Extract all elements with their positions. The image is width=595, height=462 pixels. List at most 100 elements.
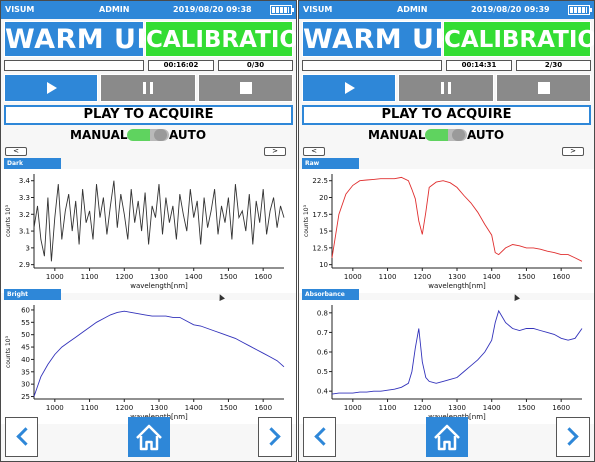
stop-icon (537, 82, 550, 94)
x-tick-label: 1100 (379, 404, 397, 412)
y-tick-label: 3.1 (19, 228, 30, 236)
status-bar: VISUM ADMIN 2019/08/20 09:39 (299, 1, 594, 19)
y-tick-label: 15 (319, 228, 328, 236)
home-button[interactable] (128, 417, 170, 457)
spectrum-series-line (33, 310, 285, 397)
play-icon (345, 82, 355, 94)
y-tick-label: 20 (319, 194, 328, 202)
stop-button[interactable] (198, 74, 293, 102)
stop-icon (239, 82, 252, 94)
forward-button[interactable] (258, 417, 292, 457)
toggle-knob (452, 129, 465, 141)
chart-next-button[interactable]: > (264, 147, 286, 156)
phase-calibration-button[interactable]: CALIBRATION (443, 21, 594, 57)
pause-button[interactable] (398, 74, 494, 102)
x-tick-label: 1600 (254, 273, 272, 281)
user-name: ADMIN (99, 5, 130, 14)
x-tick-label: 1000 (344, 404, 362, 412)
mode-manual-label: MANUAL (368, 128, 426, 142)
phase-warm-up-button[interactable]: WARM UP (302, 21, 454, 57)
y-tick-label: 45 (21, 344, 30, 352)
y-tick-label: 0.7 (317, 329, 328, 337)
pause-icon (143, 82, 153, 94)
y-tick-label: 10 (319, 261, 328, 269)
x-tick-label: 1000 (46, 273, 64, 281)
home-roof (136, 424, 162, 439)
chart-prev-button[interactable]: < (303, 147, 325, 156)
x-tick-label: 1200 (413, 273, 431, 281)
chart-tab-label[interactable]: Dark (4, 158, 61, 169)
mode-manual-label: MANUAL (70, 128, 128, 142)
chart-next-button[interactable]: > (562, 147, 584, 156)
acquisition-counter: 0/30 (218, 60, 293, 71)
x-tick-label: 1000 (46, 404, 64, 412)
bottom-spectrum-chart: 1000 1100 1200 1300 1400 1500 1600 60 55 50 45 40 35… (1, 300, 296, 424)
progress-field (4, 60, 144, 71)
spectrum-series-line (331, 176, 583, 262)
spectrum-series-line (331, 309, 583, 395)
timer-display: 00:16:02 (148, 60, 214, 71)
x-tick-label: 1500 (220, 273, 238, 281)
x-tick-label: 1000 (344, 273, 362, 281)
datetime: 2019/08/20 09:39 (471, 5, 550, 14)
y-tick-label: 25 (21, 393, 30, 401)
progress-field (302, 60, 442, 71)
phase-warm-up-button[interactable]: WARM UP (4, 21, 156, 57)
y-axis-label: counts 10³ (303, 204, 310, 237)
home-button[interactable] (426, 417, 468, 457)
y-tick-label: 30 (21, 381, 30, 389)
back-button[interactable] (303, 417, 336, 457)
home-body (139, 436, 159, 451)
chevron-left-icon (313, 427, 333, 446)
battery-icon (270, 5, 294, 15)
stop-button[interactable] (496, 74, 591, 102)
chart-tab-label[interactable]: Bright (4, 289, 61, 300)
pause-icon (441, 82, 451, 94)
x-tick-label: 1600 (552, 273, 570, 281)
y-tick-label: 3.3 (19, 194, 30, 202)
play-to-acquire-banner: PLAY TO ACQUIRE (302, 105, 591, 125)
forward-button[interactable] (556, 417, 590, 457)
x-tick-label: 1400 (483, 404, 501, 412)
y-tick-label: 50 (21, 331, 30, 339)
timer-display: 00:14:31 (446, 60, 512, 71)
y-tick-label: 0.6 (317, 349, 329, 357)
x-tick-label: 1600 (254, 404, 272, 412)
x-axis-label: wavelength[nm] (130, 282, 188, 290)
y-tick-label: 35 (21, 368, 30, 376)
x-tick-label: 1600 (552, 404, 570, 412)
x-tick-label: 1500 (220, 404, 238, 412)
x-tick-label: 1500 (518, 404, 536, 412)
x-tick-label: 1200 (115, 404, 133, 412)
chevron-right-icon (262, 427, 281, 446)
app-name: VISUM (5, 5, 35, 14)
battery-level (272, 7, 289, 13)
mode-toggle-switch[interactable] (127, 129, 169, 141)
app-name: VISUM (303, 5, 333, 14)
y-tick-label: 0.8 (317, 309, 328, 317)
x-tick-label: 1300 (448, 404, 466, 412)
y-tick-label: 12.5 (312, 244, 328, 252)
play-icon (47, 82, 57, 94)
phase-calibration-button[interactable]: CALIBRATION (145, 21, 296, 57)
pause-button[interactable] (100, 74, 196, 102)
x-tick-label: 1200 (115, 273, 133, 281)
play-button[interactable] (302, 74, 396, 102)
toggle-knob (154, 129, 167, 141)
play-button[interactable] (4, 74, 98, 102)
device-screen: VISUM ADMIN 2019/08/20 09:38 WARM UP CALIBRA… (0, 0, 297, 462)
back-button[interactable] (5, 417, 38, 457)
mode-toggle-switch[interactable] (425, 129, 467, 141)
y-tick-label: 17.5 (312, 211, 328, 219)
x-tick-label: 1300 (150, 404, 168, 412)
y-axis-label: counts 10³ (5, 335, 12, 368)
y-tick-label: 60 (21, 306, 30, 314)
x-axis-label: wavelength[nm] (428, 282, 486, 290)
bottom-spectrum-chart: 1000 1100 1200 1300 1400 1500 1600 0.8 0.7 0.6 0.5… (299, 300, 594, 424)
chevron-right-icon (560, 427, 579, 446)
x-tick-label: 1100 (379, 273, 397, 281)
chart-tab-label[interactable]: Raw (302, 158, 359, 169)
spectrum-series-line (33, 180, 285, 262)
chart-prev-button[interactable]: < (5, 147, 27, 156)
chart-tab-label[interactable]: Absorbance (302, 289, 359, 300)
